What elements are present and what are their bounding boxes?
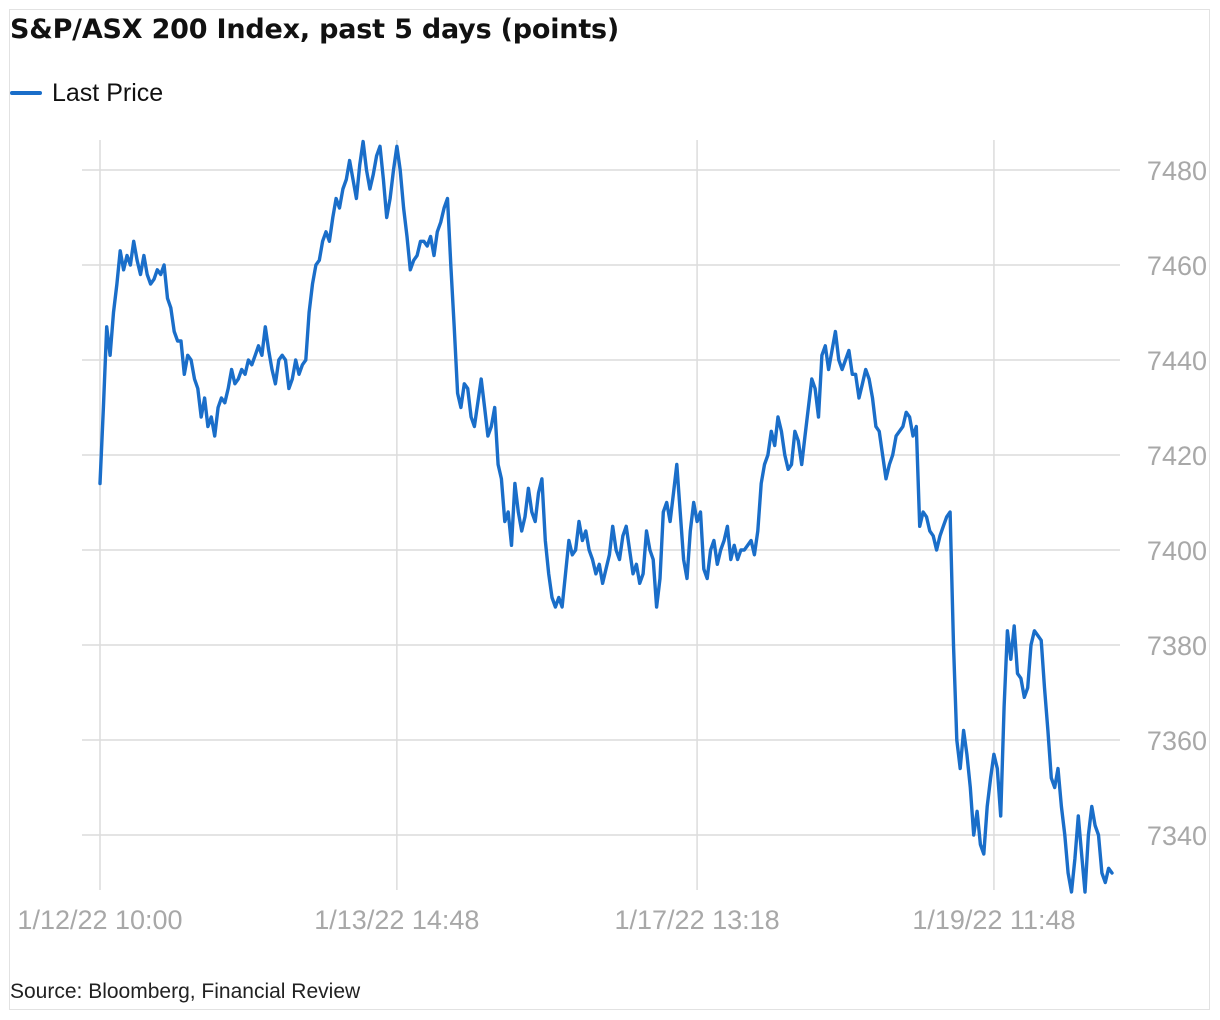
x-tick-label: 1/12/22 10:00 <box>17 905 182 935</box>
legend: Last Price <box>10 76 163 110</box>
legend-swatch <box>10 91 42 95</box>
y-tick-label: 7440 <box>1147 346 1207 376</box>
chart-title: S&P/ASX 200 Index, past 5 days (points) <box>10 14 620 45</box>
y-tick-label: 7480 <box>1147 156 1207 186</box>
x-tick-label: 1/17/22 13:18 <box>615 905 780 935</box>
axis-labels: 7340 7360 7380 7400 7420 7440 7460 7480 1/12/22 … <box>17 156 1207 935</box>
y-tick-label: 7360 <box>1147 726 1207 756</box>
grid <box>82 140 1120 890</box>
x-tick-label: 1/19/22 11:48 <box>912 905 1075 935</box>
y-tick-label: 7420 <box>1147 441 1207 471</box>
source-note: Source: Bloomberg, Financial Review <box>10 980 361 1003</box>
y-tick-label: 7460 <box>1147 251 1207 281</box>
y-tick-label: 7340 <box>1147 821 1207 851</box>
y-tick-label: 7380 <box>1147 631 1207 661</box>
series-layer <box>98 139 1114 894</box>
series-line-last-price <box>98 139 1114 894</box>
chart-frame <box>9 9 1210 1010</box>
x-tick-label: 1/13/22 14:48 <box>314 905 479 935</box>
legend-item-last-price: Last Price <box>52 78 164 107</box>
y-tick-label: 7400 <box>1147 536 1207 566</box>
